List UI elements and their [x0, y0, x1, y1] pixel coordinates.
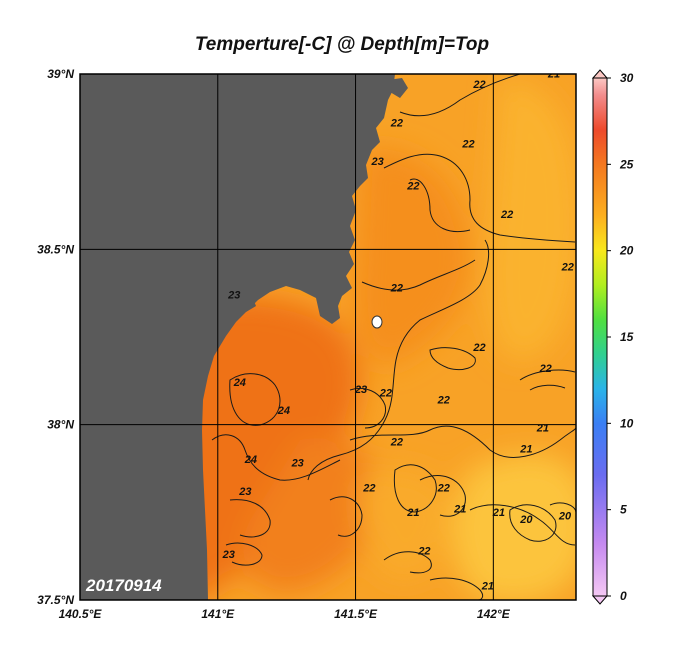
- cool-water-patch: [486, 80, 576, 360]
- contour-label: 22: [390, 437, 403, 449]
- contour-line-22-i: [329, 496, 363, 537]
- contour-label: 22: [406, 181, 419, 193]
- date-label: 20170914: [85, 576, 162, 595]
- colorbar-tick-label: 15: [620, 330, 634, 344]
- contour-label: 21: [547, 69, 560, 81]
- contour-label: 24: [233, 377, 246, 389]
- x-tick-label: 140.5°E: [59, 607, 103, 621]
- contour-label: 21: [536, 423, 549, 435]
- contour-label: 22: [362, 482, 375, 494]
- colorbar-bottom-arrow: [591, 595, 609, 605]
- graticule: [80, 74, 576, 600]
- x-tick-label: 141°E: [201, 607, 235, 621]
- contour-label: 23: [227, 289, 240, 301]
- island-bay: [240, 296, 256, 312]
- contour-lines: [211, 74, 576, 600]
- contour-label: 21: [492, 507, 505, 519]
- contour-line-22-b: [409, 178, 471, 233]
- contour-label: 21: [481, 580, 494, 592]
- contour-line-21-a: [349, 425, 576, 458]
- contour-label: 22: [461, 139, 474, 151]
- contour-label: 22: [390, 118, 403, 130]
- contour-label: 22: [472, 342, 485, 354]
- contour-label: 22: [500, 209, 513, 221]
- contour-label: 22: [417, 545, 430, 557]
- contour-line-22-upper: [383, 153, 576, 243]
- colorbar-tick-label: 25: [619, 157, 634, 171]
- x-tick-label: 142°E: [477, 607, 511, 621]
- colorbar-tick-label: 20: [619, 244, 634, 258]
- contour-label: 20: [558, 510, 572, 522]
- contour-label: 23: [370, 156, 383, 168]
- odv-watermark: Ocean Data View: [578, 523, 588, 596]
- contour-line-21-c: [419, 475, 466, 517]
- contour-label: 22: [437, 482, 450, 494]
- contour-label: 24: [277, 405, 290, 417]
- contour-line-23-b: [229, 499, 271, 538]
- contour-line-23-c: [225, 542, 263, 566]
- contour-line-22-north: [399, 74, 521, 117]
- mid-water-patch: [354, 148, 472, 365]
- y-tick-label: 39°N: [47, 67, 74, 81]
- contour-label: 21: [406, 507, 419, 519]
- contour-line-23-a: [211, 434, 341, 481]
- contour-line-21-d: [469, 504, 576, 546]
- contour-line-22-e: [429, 347, 476, 371]
- island-small: [388, 78, 408, 98]
- map-title: Temperture[-C] @ Depth[m]=Top: [194, 34, 490, 55]
- contour-line-21-b: [393, 464, 437, 513]
- contour-label: 23: [238, 486, 251, 498]
- colorbar-ticks: 0 5 10 15 20 25 30: [607, 71, 634, 603]
- small-islet: [372, 316, 382, 328]
- contour-line-21-e: [429, 577, 484, 600]
- land-mass: [80, 74, 395, 600]
- colorbar-tick-label: 0: [620, 589, 627, 603]
- contour-label: 22: [539, 363, 552, 375]
- contour-label: 23: [291, 458, 304, 470]
- contour-label: 24: [244, 454, 257, 466]
- map-frame: [79, 73, 577, 601]
- coolest-water-patch: [452, 454, 576, 600]
- colorbar-tick-label: 10: [620, 416, 634, 430]
- y-tick-label: 38.5°N: [37, 242, 74, 256]
- contour-line-24: [229, 373, 281, 426]
- contour-label: 22: [437, 395, 450, 407]
- y-tick-label: 38°N: [47, 418, 74, 432]
- contour-label: 22: [472, 79, 485, 91]
- contour-label: 21: [519, 444, 532, 456]
- colorbar-tick-label: 5: [620, 503, 627, 517]
- contour-label: 21: [453, 503, 466, 515]
- contour-line-22-f: [519, 369, 576, 381]
- warm-water-patch-2: [242, 437, 380, 592]
- contour-line-22-h: [383, 551, 432, 574]
- contour-line-22-d: [361, 259, 476, 291]
- contour-label: 22: [379, 388, 392, 400]
- colorbar-top-arrow: [591, 69, 609, 79]
- contour-label: 22: [561, 261, 574, 273]
- contour-line-22-c: [307, 239, 490, 481]
- contour-line-20: [509, 504, 557, 542]
- colorbar: 0 5 10 15 20 25 30: [591, 69, 634, 605]
- islet-outline: [371, 315, 383, 329]
- axis-labels: 140.5°E 141°E 141.5°E 142°E 37.5°N 38°N 38.5°N…: [37, 67, 511, 621]
- contour-label: 23: [222, 549, 235, 561]
- cool-water-patch-2: [359, 467, 452, 580]
- contour-label: 20: [519, 514, 533, 526]
- x-tick-label: 141.5°E: [334, 607, 378, 621]
- contour-line-23-d: [349, 387, 387, 429]
- y-tick-label: 37.5°N: [37, 593, 74, 607]
- colorbar-ramp: [592, 77, 608, 597]
- contour-line-22-g: [529, 384, 566, 391]
- colorbar-tick-label: 30: [620, 71, 634, 85]
- contour-label: 23: [354, 384, 367, 396]
- contour-label: 22: [390, 282, 403, 294]
